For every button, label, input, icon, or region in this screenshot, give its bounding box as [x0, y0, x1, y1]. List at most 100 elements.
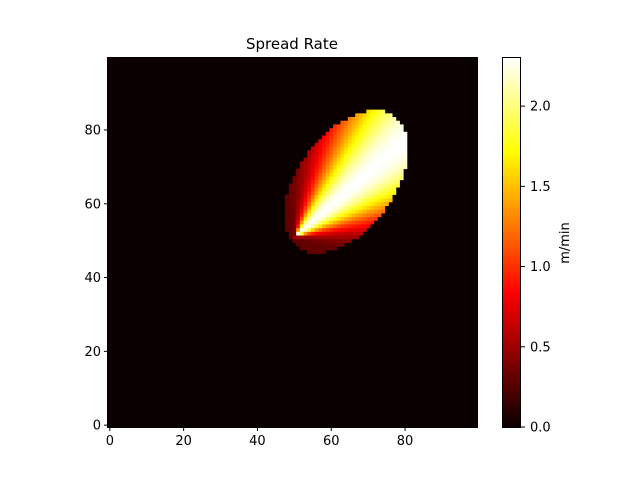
heatmap	[108, 58, 477, 427]
heatmap-cell	[392, 124, 397, 129]
heatmap-cell	[395, 139, 400, 144]
heatmap-cell	[369, 146, 375, 151]
heatmap-cell	[307, 194, 312, 199]
heatmap-cell	[362, 153, 367, 159]
heatmap-cell	[362, 117, 367, 122]
heatmap-cell	[355, 220, 360, 225]
heatmap-cell	[392, 146, 397, 151]
heatmap-cell	[307, 227, 312, 232]
heatmap-cell	[299, 187, 304, 192]
heatmap-cell	[299, 224, 304, 229]
heatmap-cell	[318, 224, 323, 229]
heatmap-cell	[351, 157, 356, 162]
heatmap-cell	[366, 124, 371, 129]
heatmap-cell	[299, 231, 304, 236]
heatmap-cell	[314, 142, 319, 147]
heatmap-cell	[384, 142, 389, 147]
heatmap-cell	[340, 201, 345, 206]
heatmap-cell	[377, 212, 382, 218]
heatmap-cell	[399, 128, 404, 133]
heatmap-cell	[307, 183, 312, 188]
heatmap-cell	[288, 190, 293, 195]
heatmap-cell	[325, 238, 330, 243]
heatmap-cell	[340, 165, 345, 170]
heatmap-cell	[325, 227, 330, 232]
heatmap-cell	[336, 224, 341, 229]
heatmap-cell	[369, 168, 375, 173]
colorbar-tick-label: 1.0	[530, 260, 551, 275]
heatmap-cell	[366, 153, 371, 159]
heatmap-cell	[340, 161, 345, 166]
heatmap-cell	[369, 201, 375, 206]
heatmap-cell	[333, 179, 338, 184]
heatmap-cell	[336, 231, 341, 236]
heatmap-cell	[340, 168, 345, 173]
heatmap-cell	[347, 190, 352, 195]
heatmap-cell	[388, 165, 393, 170]
heatmap-cell	[362, 165, 367, 170]
heatmap-cell	[395, 179, 400, 184]
heatmap-cell	[292, 176, 297, 181]
heatmap-cell	[307, 201, 312, 206]
heatmap-cell	[296, 235, 301, 240]
heatmap-cell	[333, 168, 338, 173]
heatmap-cell	[299, 220, 304, 225]
heatmap-cell	[303, 183, 308, 188]
heatmap-cell	[299, 168, 304, 173]
heatmap-cell	[333, 198, 338, 203]
heatmap-cell	[333, 165, 338, 170]
heatmap-cell	[299, 190, 304, 195]
heatmap-cell	[347, 212, 352, 218]
heatmap-cell	[377, 172, 382, 177]
heatmap-cell	[388, 153, 393, 159]
heatmap-cell	[366, 128, 371, 133]
heatmap-cell	[314, 150, 319, 155]
heatmap-cell	[351, 176, 356, 181]
heatmap-cell	[307, 224, 312, 229]
heatmap-cell	[329, 227, 334, 232]
heatmap-cell	[399, 176, 404, 181]
heatmap-cell	[340, 224, 345, 229]
heatmap-cell	[358, 117, 364, 122]
heatmap-cell	[395, 168, 400, 173]
heatmap-cell	[322, 201, 327, 206]
heatmap-cell	[355, 168, 360, 173]
heatmap-cell	[325, 205, 330, 210]
heatmap-cell	[366, 165, 371, 170]
heatmap-cell	[329, 246, 334, 251]
heatmap-cell	[303, 209, 308, 214]
heatmap-cell	[296, 183, 301, 188]
heatmap-cell	[340, 131, 345, 136]
heatmap-cell	[307, 157, 312, 162]
heatmap-cell	[292, 212, 297, 218]
heatmap-cell	[347, 153, 352, 159]
heatmap-cell	[310, 190, 316, 195]
heatmap-cell	[366, 194, 371, 199]
heatmap-cell	[377, 190, 382, 195]
heatmap-cell	[310, 242, 316, 247]
heatmap-cell	[344, 161, 349, 166]
heatmap-cell	[322, 249, 327, 254]
heatmap-cell	[369, 187, 375, 192]
heatmap-cell	[318, 179, 323, 184]
heatmap-cell	[325, 146, 330, 151]
heatmap-cell	[314, 183, 319, 188]
heatmap-cell	[329, 209, 334, 214]
heatmap-cell	[322, 220, 327, 225]
heatmap-cell	[333, 183, 338, 188]
heatmap-cell	[373, 198, 378, 203]
heatmap-cell	[344, 212, 349, 218]
heatmap-cell	[392, 153, 397, 159]
heatmap-cell	[310, 235, 316, 240]
heatmap-cell	[329, 242, 334, 247]
heatmap-cell	[333, 187, 338, 192]
heatmap-cell	[351, 161, 356, 166]
heatmap-cell	[362, 176, 367, 181]
heatmap-cell	[373, 109, 378, 114]
heatmap-cell	[336, 176, 341, 181]
heatmap-cell	[318, 176, 323, 181]
heatmap-cell	[377, 201, 382, 206]
heatmap-cell	[318, 139, 323, 144]
heatmap-cell	[347, 187, 352, 192]
heatmap-cell	[322, 146, 327, 151]
